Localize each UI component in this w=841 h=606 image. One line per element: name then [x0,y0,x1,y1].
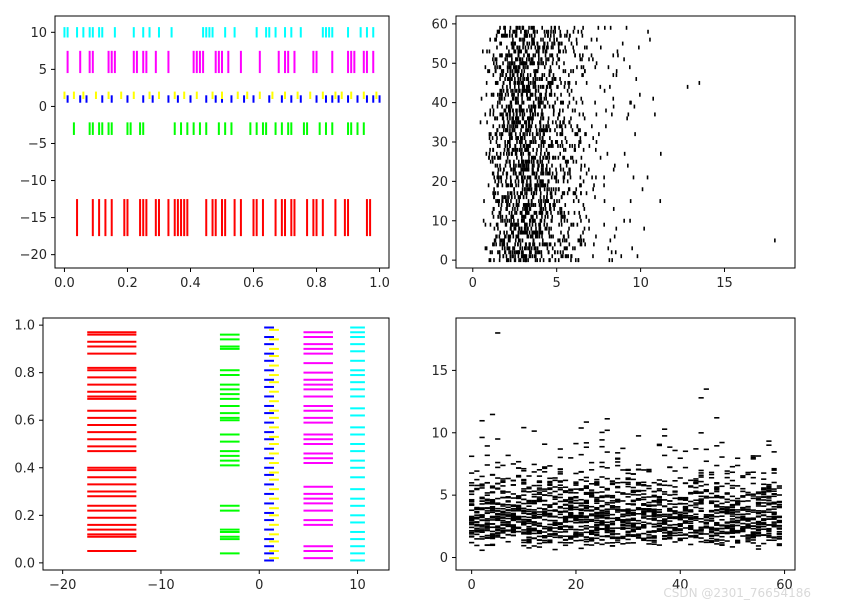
x-tick-label: 10 [349,578,366,593]
plot-area [469,332,782,552]
axes-frame [42,317,390,571]
y-tick-label: 0.2 [14,509,35,524]
y-tick-label: 0.6 [14,414,35,429]
x-tick-label: 0.4 [180,276,201,291]
y-tick-label: −5 [28,137,47,152]
chart-panel-2: 0 5 10 15 0 10 20 30 40 50 60 [431,15,796,291]
event-series-2 [219,333,240,555]
x-tick-label: 0 [469,276,477,291]
x-tick-label: 0.6 [243,276,264,291]
x-tick-label: 0 [255,578,263,593]
event-series-5 [303,331,333,560]
x-tick-label: −10 [147,578,174,593]
y-tick-label: 5 [440,489,448,504]
event-series-3 [264,326,274,562]
y-tick-label: 10 [431,214,448,229]
event-series-4 [63,91,378,100]
y-tick-label: −10 [20,174,47,189]
y-tick-label: 1.0 [14,319,35,334]
y-tick-label: −15 [20,211,47,226]
x-tick-label: 0.0 [54,276,75,291]
x-tick-label: 0.2 [117,276,138,291]
event-series-1 [76,199,372,237]
y-tick-label: 15 [431,364,448,379]
y-tick-label: 20 [431,175,448,190]
plot-area [479,25,776,263]
event-series-4 [269,328,279,560]
x-tick-label: −20 [49,578,76,593]
event-series-6 [63,27,375,38]
y-tick-label: 10 [30,26,47,41]
y-tick-label: 40 [431,96,448,111]
y-tick-label: 5 [39,63,47,78]
event-series-1 [469,332,782,552]
event-series-1 [479,25,776,263]
y-tick-label: 30 [431,136,448,151]
plot-area [87,326,365,562]
x-tick-label: 0.8 [306,276,327,291]
event-series-3 [66,95,381,103]
axes-frame [455,317,796,571]
x-tick-label: 40 [672,578,689,593]
y-tick-label: 0.0 [14,556,35,571]
y-tick-label: 0 [440,254,448,269]
x-tick-label: 10 [632,276,649,291]
y-tick-label: 50 [431,57,448,72]
event-series-2 [72,122,365,135]
event-series-6 [350,326,365,562]
x-tick-label: 1.0 [369,276,390,291]
y-tick-label: −20 [20,248,47,263]
plot-area [63,27,381,237]
x-tick-label: 20 [568,578,585,593]
x-tick-label: 60 [776,578,793,593]
y-tick-label: 10 [431,426,448,441]
event-series-1 [87,331,137,552]
chart-panel-4: 0 20 40 60 0 5 10 15 [431,317,796,593]
y-tick-label: 60 [431,17,448,32]
axes-frame [54,15,390,269]
chart-panel-1: 0.0 0.2 0.4 0.6 0.8 1.0 10 5 0 −5 −10 −15 −20 [20,15,390,291]
chart-panel-3: −20 −10 0 10 0.0 0.2 0.4 0.6 0.8 1.0 [14,317,390,593]
y-tick-label: 0 [440,551,448,566]
x-tick-label: 5 [553,276,561,291]
y-tick-label: 0.4 [14,461,35,476]
watermark-text: CSDN @2301_76654186 [663,586,811,600]
y-tick-label: 0 [39,100,47,115]
y-tick-label: 0.8 [14,366,35,381]
x-tick-label: 0 [468,578,476,593]
event-series-5 [66,50,375,74]
x-tick-label: 15 [716,276,733,291]
